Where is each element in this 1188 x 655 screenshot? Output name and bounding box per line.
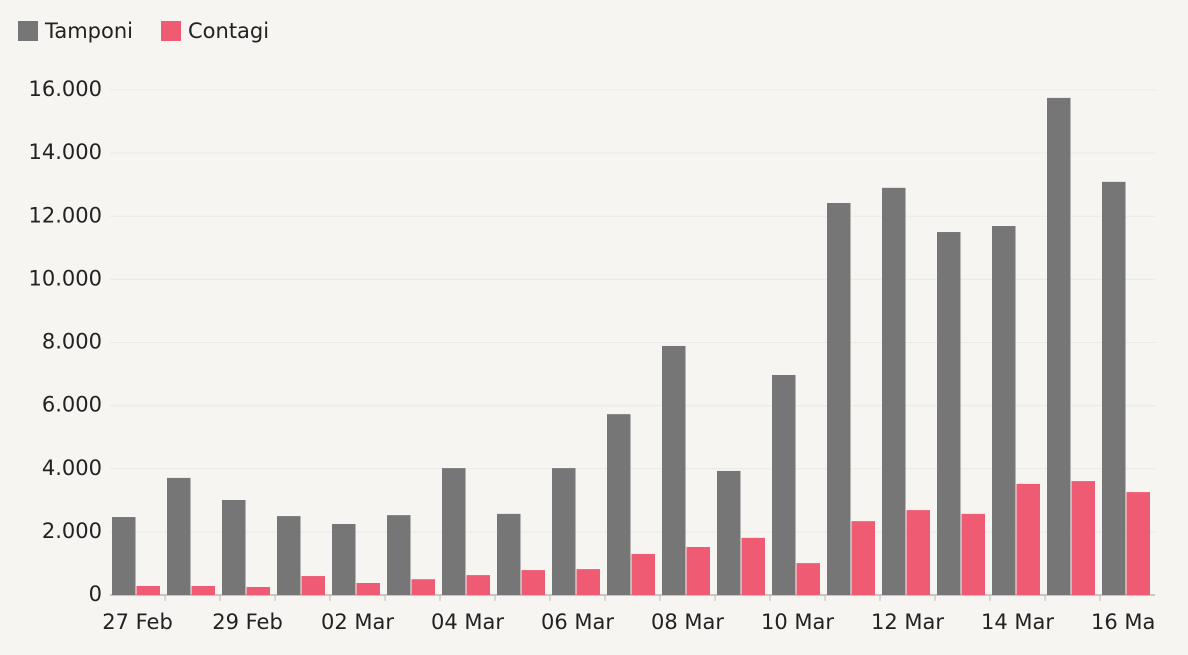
bar xyxy=(576,569,600,595)
x-tick-label: 12 Mar xyxy=(871,610,944,634)
bar xyxy=(796,563,820,595)
bar xyxy=(1102,181,1126,596)
bar xyxy=(1047,97,1071,595)
y-tick-label: 12.000 xyxy=(29,203,102,227)
bar xyxy=(411,579,435,595)
bar xyxy=(851,521,875,595)
bar xyxy=(112,517,136,595)
bar xyxy=(191,586,215,595)
bar xyxy=(662,345,686,595)
bar xyxy=(1071,481,1095,595)
bar xyxy=(906,510,930,595)
y-tick-label: 14.000 xyxy=(29,140,102,164)
y-tick-label: 0 xyxy=(89,582,102,606)
x-tick-label: 06 Mar xyxy=(541,610,614,634)
bar xyxy=(222,499,246,595)
y-tick-label: 8.000 xyxy=(42,330,102,354)
bar xyxy=(607,414,631,595)
x-tick-label: 08 Mar xyxy=(651,610,724,634)
bar xyxy=(631,553,655,595)
x-tick-label: 29 Feb xyxy=(212,610,283,634)
legend-swatch xyxy=(161,21,181,41)
y-tick-label: 10.000 xyxy=(29,266,102,290)
bar xyxy=(937,232,961,595)
legend-swatch xyxy=(18,21,38,41)
y-tick-label: 4.000 xyxy=(42,456,102,480)
bar xyxy=(741,537,765,595)
bar xyxy=(301,576,325,595)
bar xyxy=(1016,483,1040,595)
bar xyxy=(167,477,191,595)
bar xyxy=(717,470,741,595)
bar xyxy=(356,583,380,595)
x-tick-label: 16 Mar xyxy=(1091,610,1164,634)
x-tick-label: 10 Mar xyxy=(761,610,834,634)
bar xyxy=(136,586,160,595)
bar xyxy=(1126,492,1150,595)
y-tick-label: 2.000 xyxy=(42,519,102,543)
bar xyxy=(387,515,411,595)
bar xyxy=(521,570,545,595)
bar xyxy=(772,375,796,595)
x-tick-label: 27 Feb xyxy=(102,610,173,634)
legend-label: Tamponi xyxy=(44,19,133,43)
bar xyxy=(466,575,490,595)
x-tick-label: 04 Mar xyxy=(431,610,504,634)
y-tick-label: 6.000 xyxy=(42,393,102,417)
bar xyxy=(827,202,851,595)
x-tick-label: 14 Mar xyxy=(981,610,1054,634)
bar xyxy=(246,587,270,595)
bar xyxy=(882,187,906,595)
y-tick-label: 16.000 xyxy=(29,77,102,101)
bar xyxy=(961,513,985,595)
bar xyxy=(992,226,1016,596)
legend-label: Contagi xyxy=(188,19,269,43)
bar xyxy=(332,523,356,595)
bar xyxy=(497,513,521,595)
bar xyxy=(552,468,576,595)
bar xyxy=(442,468,466,595)
bar xyxy=(686,547,710,595)
bar xyxy=(277,516,301,595)
x-tick-label: 02 Mar xyxy=(321,610,394,634)
